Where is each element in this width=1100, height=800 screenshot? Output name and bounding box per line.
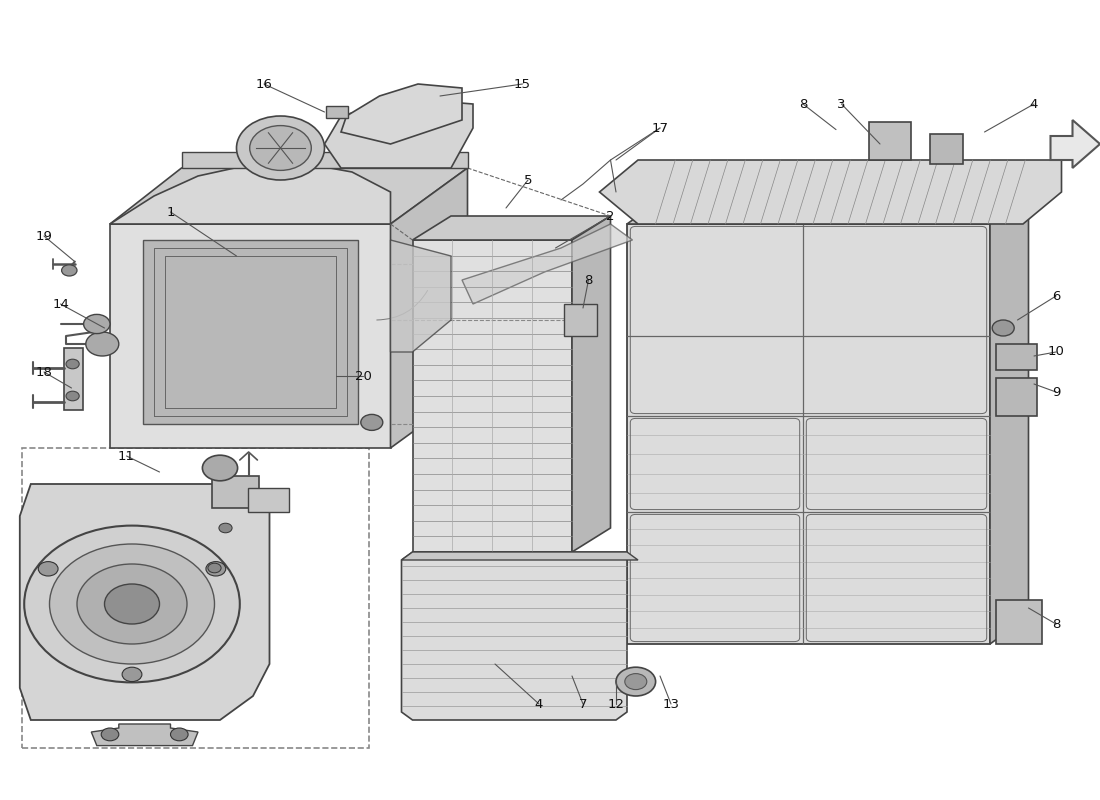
Text: 5: 5 [524, 174, 532, 186]
Polygon shape [324, 100, 473, 168]
Text: 19: 19 [35, 230, 53, 242]
Polygon shape [627, 196, 1028, 224]
Text: 8: 8 [799, 98, 807, 110]
Circle shape [206, 562, 225, 576]
Circle shape [66, 359, 79, 369]
Bar [930, 134, 962, 164]
Text: 20: 20 [354, 370, 372, 382]
Bar [996, 344, 1037, 370]
Polygon shape [600, 160, 1062, 224]
Text: 7: 7 [579, 698, 587, 710]
Circle shape [24, 526, 240, 682]
Circle shape [361, 414, 383, 430]
Circle shape [86, 332, 119, 356]
Bar [996, 378, 1037, 416]
Bar [326, 106, 348, 118]
Text: 15: 15 [514, 78, 531, 90]
Polygon shape [390, 168, 468, 448]
Polygon shape [627, 224, 990, 644]
Polygon shape [110, 224, 390, 448]
Polygon shape [412, 216, 610, 240]
Circle shape [208, 563, 221, 573]
Circle shape [625, 674, 647, 690]
Circle shape [202, 455, 238, 481]
Polygon shape [402, 552, 638, 560]
Text: 3: 3 [837, 98, 846, 110]
Text: 10: 10 [1047, 346, 1065, 358]
Text: 12: 12 [607, 698, 625, 710]
Polygon shape [20, 484, 270, 720]
Polygon shape [64, 348, 82, 410]
Bar [869, 122, 911, 160]
Polygon shape [341, 84, 462, 144]
Circle shape [250, 126, 311, 170]
Bar [212, 476, 258, 508]
Text: 8: 8 [1052, 618, 1060, 630]
Circle shape [170, 728, 188, 741]
Circle shape [104, 584, 160, 624]
Text: 11: 11 [118, 450, 135, 462]
Polygon shape [390, 240, 451, 352]
Circle shape [77, 564, 187, 644]
Text: 1: 1 [166, 206, 175, 218]
Polygon shape [412, 240, 572, 552]
Circle shape [236, 116, 324, 180]
Circle shape [84, 314, 110, 334]
Polygon shape [110, 168, 467, 224]
Polygon shape [143, 240, 358, 424]
Polygon shape [990, 196, 1028, 644]
Bar [996, 600, 1042, 644]
Circle shape [616, 667, 656, 696]
Polygon shape [91, 724, 198, 746]
Text: 17: 17 [651, 122, 669, 134]
Circle shape [219, 523, 232, 533]
Text: 16: 16 [255, 78, 273, 90]
FancyBboxPatch shape [22, 448, 368, 748]
Circle shape [66, 391, 79, 401]
Text: 14: 14 [52, 298, 69, 310]
Circle shape [62, 265, 77, 276]
Circle shape [50, 544, 215, 664]
Polygon shape [462, 224, 632, 304]
Polygon shape [110, 164, 390, 224]
Circle shape [992, 320, 1014, 336]
Bar [248, 488, 289, 512]
Text: 4: 4 [1030, 98, 1038, 110]
Polygon shape [1050, 120, 1100, 168]
Text: 18: 18 [35, 366, 53, 378]
Text: 2: 2 [606, 210, 615, 222]
Text: 8: 8 [584, 274, 593, 286]
Polygon shape [572, 216, 610, 552]
Text: 9: 9 [1052, 386, 1060, 398]
Circle shape [39, 562, 58, 576]
Text: 4: 4 [535, 698, 543, 710]
Polygon shape [182, 152, 468, 168]
Bar [564, 304, 597, 336]
Circle shape [122, 667, 142, 682]
Text: 6: 6 [1052, 290, 1060, 302]
Polygon shape [402, 552, 627, 720]
Circle shape [101, 728, 119, 741]
Text: 13: 13 [662, 698, 680, 710]
